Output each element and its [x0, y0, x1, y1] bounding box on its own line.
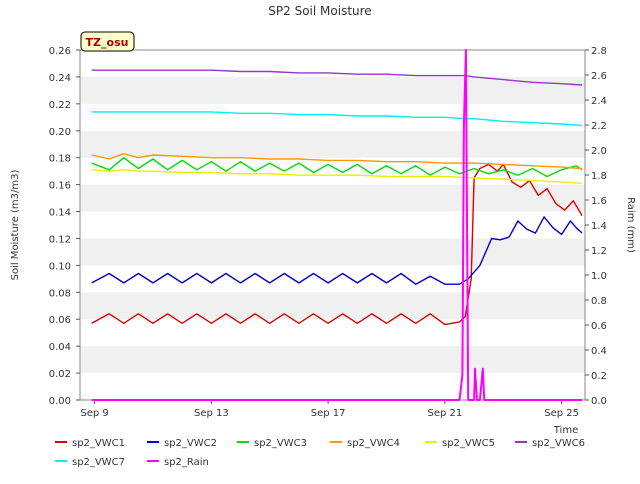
y-tick-label: 0.24 — [49, 73, 71, 84]
x-axis: Sep 9 Sep 13 Sep 17 Sep 21 Sep 25 — [80, 400, 579, 419]
y2-tick-label: 2.2 — [591, 121, 607, 132]
legend-item: sp2_VWC1 — [55, 438, 125, 449]
y-tick-label: 0.08 — [49, 288, 71, 299]
series-line-sp2_VWC4 — [91, 152, 583, 170]
legend-item: sp2_VWC3 — [237, 438, 307, 449]
x-tick-label: Sep 21 — [428, 408, 463, 419]
y2-tick-label: 1.4 — [591, 221, 607, 232]
grid-bands — [80, 76, 585, 374]
series-line-sp2_Rain — [91, 49, 583, 401]
y2-tick-label: 1.2 — [591, 246, 607, 257]
series-line-sp2_VWC5 — [91, 169, 583, 184]
y-tick-label: 0.26 — [49, 46, 71, 57]
legend-item: sp2_VWC2 — [147, 438, 217, 449]
legend-label: sp2_VWC7 — [72, 457, 125, 468]
y-tick-label: 0.04 — [49, 342, 71, 353]
legend-label: sp2_VWC4 — [347, 438, 400, 449]
y-tick-label: 0.14 — [49, 208, 71, 219]
series-line-sp2_VWC1 — [91, 163, 583, 326]
y-tick-label: 0.16 — [49, 181, 71, 192]
legend-item: sp2_VWC6 — [515, 438, 585, 449]
series-line-sp2_VWC2 — [91, 216, 583, 285]
y2-axis-label: Raim (mm) — [625, 197, 636, 253]
legend-label: sp2_Rain — [164, 457, 209, 468]
station-badge-label: TZ_osu — [86, 36, 129, 49]
grid-band — [80, 238, 585, 266]
legend-label: sp2_VWC3 — [254, 438, 307, 449]
y2-tick-label: 0.4 — [591, 346, 607, 357]
y2-tick-label: 1.8 — [591, 171, 607, 182]
y2-tick-label: 2.6 — [591, 71, 607, 82]
station-badge: TZ_osu — [80, 31, 135, 52]
series-line-sp2_VWC7 — [91, 111, 583, 127]
legend-item: sp2_VWC5 — [425, 438, 495, 449]
grid-band — [80, 292, 585, 320]
grid-band — [80, 130, 585, 158]
y2-tick-label: 2.0 — [591, 146, 607, 157]
y2-tick-label: 0.0 — [591, 396, 607, 407]
y2-tick-label: 2.8 — [591, 46, 607, 57]
y-tick-label: 0.00 — [49, 396, 71, 407]
x-tick-label: Sep 13 — [194, 408, 229, 419]
y-tick-label: 0.06 — [49, 315, 71, 326]
legend-label: sp2_VWC6 — [532, 438, 585, 449]
y-tick-label: 0.20 — [49, 127, 71, 138]
legend-item: sp2_VWC7 — [55, 457, 125, 468]
legend-label: sp2_VWC5 — [442, 438, 495, 449]
series-lines — [91, 49, 583, 401]
y2-tick-label: 2.4 — [591, 96, 607, 107]
y2-tick-label: 0.8 — [591, 296, 607, 307]
legend: sp2_VWC1 sp2_VWC2 sp2_VWC3 sp2_VWC4 sp2_VWC5… — [55, 438, 585, 468]
y-axis-left: 0.00 0.02 0.04 0.06 0.08 0.10 0.12 0.14 0.16 0.18… — [49, 46, 80, 407]
y-tick-label: 0.22 — [49, 100, 71, 111]
legend-label: sp2_VWC1 — [72, 438, 125, 449]
grid-band — [80, 184, 585, 212]
y2-tick-label: 0.6 — [591, 321, 607, 332]
y-tick-label: 0.02 — [49, 369, 71, 380]
grid-band — [80, 346, 585, 374]
y-tick-label: 0.18 — [49, 154, 71, 165]
series-line-sp2_VWC6 — [91, 69, 583, 86]
y-tick-label: 0.12 — [49, 234, 71, 245]
y2-tick-label: 0.2 — [591, 371, 607, 382]
series-line-sp2_VWC3 — [91, 156, 583, 178]
legend-item: sp2_Rain — [147, 457, 209, 468]
legend-item: sp2_VWC4 — [330, 438, 400, 449]
y2-tick-label: 1.0 — [591, 271, 607, 282]
x-tick-label: Sep 17 — [311, 408, 346, 419]
x-tick-label: Sep 9 — [80, 408, 108, 419]
y-axis-label: Soil Moisture (m3/m3) — [10, 170, 21, 281]
legend-label: sp2_VWC2 — [164, 438, 217, 449]
x-tick-label: Sep 25 — [544, 408, 579, 419]
y-tick-label: 0.10 — [49, 261, 71, 272]
y2-tick-label: 1.6 — [591, 196, 607, 207]
y-axis-right: 0.0 0.2 0.4 0.6 0.8 1.0 1.2 1.4 1.6 1.8 2.0 2.2 2.4 2… — [585, 46, 607, 407]
chart-title: SP2 Soil Moisture — [268, 4, 371, 18]
grid-band — [80, 76, 585, 104]
x-axis-label: Time — [553, 425, 578, 436]
